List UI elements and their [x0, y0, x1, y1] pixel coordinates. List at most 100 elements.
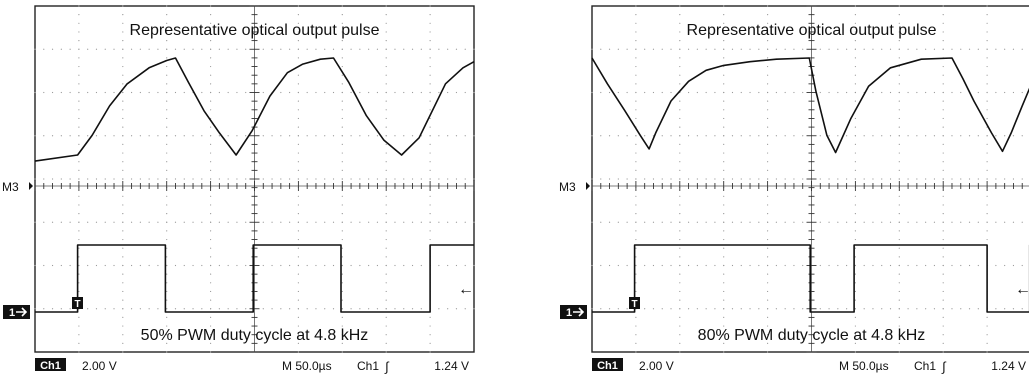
grid-dot	[898, 238, 900, 241]
grid-dot	[280, 91, 282, 94]
grid-dot	[854, 169, 856, 171]
grid-dot	[122, 282, 124, 284]
grid-dot	[775, 135, 777, 137]
grid-dot	[341, 264, 343, 267]
grid-dot	[385, 31, 387, 33]
grid-dot	[846, 221, 848, 223]
grid-dot	[986, 57, 988, 59]
grid-dot	[854, 57, 856, 59]
grid-dot	[767, 325, 769, 327]
graticule	[591, 5, 1029, 353]
grid-dot	[297, 316, 299, 318]
grid-dot	[679, 31, 681, 33]
grid-dot	[617, 48, 619, 50]
grid-dot	[723, 57, 725, 59]
grid-dot	[898, 57, 900, 59]
grid-dot	[447, 135, 449, 137]
grid-dot	[942, 65, 944, 68]
grid-dot	[236, 48, 238, 50]
grid-dot	[793, 135, 795, 137]
chart-subtitle: 80% PWM duty cycle at 4.8 kHz	[698, 327, 926, 344]
grid-dot	[297, 299, 299, 301]
grid-dot	[315, 264, 317, 267]
grid-dot	[696, 48, 698, 50]
grid-dot	[385, 14, 387, 16]
grid-dot	[218, 221, 220, 223]
grid-dot	[670, 178, 672, 180]
grid-dot	[846, 91, 848, 94]
grid-dot	[60, 91, 62, 94]
grid-dot	[723, 342, 725, 344]
grid-dot	[227, 91, 229, 94]
grid-dot	[898, 83, 900, 85]
grid-dot	[227, 308, 229, 310]
grid-dot	[385, 83, 387, 85]
grid-dot	[767, 290, 769, 293]
grid-dot	[687, 135, 690, 137]
grid-dot	[368, 178, 370, 180]
grid-dot	[714, 264, 716, 267]
math-channel-marker-icon	[29, 182, 33, 190]
grid-dot	[608, 264, 611, 267]
grid-dot	[723, 256, 725, 258]
grid-dot	[854, 74, 856, 76]
trigger-marker-box	[72, 297, 83, 309]
grid-dot	[148, 91, 150, 94]
trigger-slope-icon: ∫	[384, 359, 390, 374]
grid-dot	[723, 169, 725, 171]
grid-dot	[183, 178, 185, 180]
grid-dot	[767, 221, 769, 223]
grid-dot	[635, 48, 637, 50]
grid-dot	[925, 221, 927, 223]
grid-dot	[872, 48, 874, 50]
grid-dot	[767, 57, 769, 59]
grid-dot	[679, 152, 681, 154]
grid-dot	[385, 230, 387, 232]
grid-dot	[731, 135, 734, 137]
grid-dot	[968, 308, 971, 310]
grid-dot	[933, 264, 936, 267]
grid-dot	[245, 91, 247, 94]
grid-dot	[854, 238, 856, 241]
grid-dot	[104, 178, 106, 180]
grid-dot	[907, 135, 909, 137]
grid-dot	[635, 169, 637, 171]
grid-dot	[951, 221, 953, 223]
grid-dot	[69, 48, 71, 50]
grid-dot	[968, 178, 971, 180]
grid-dot	[723, 325, 725, 327]
grid-dot	[951, 135, 953, 137]
grid-dot	[942, 14, 944, 16]
grid-dot	[359, 178, 361, 180]
grid-dot	[679, 48, 681, 50]
grid-dot	[210, 213, 212, 215]
grid-dot	[802, 48, 804, 50]
grid-dot	[403, 91, 405, 94]
grid-dot	[942, 152, 944, 154]
grid-dot	[881, 135, 883, 137]
grid-dot	[749, 178, 751, 180]
grid-dot	[87, 135, 89, 137]
grid-dot	[280, 221, 282, 223]
grid-dot	[210, 325, 212, 327]
grid-dot	[122, 264, 124, 267]
grid-dot	[122, 221, 124, 223]
grid-dot	[767, 152, 769, 154]
grid-dot	[297, 74, 299, 76]
grid-dot	[898, 204, 900, 206]
grid-dot	[411, 308, 414, 310]
grid-dot	[986, 230, 988, 232]
grid-dot	[1012, 178, 1015, 180]
grid-dot	[262, 135, 264, 137]
grid-dot	[758, 48, 760, 50]
grid-dot	[731, 178, 734, 180]
grid-dot	[942, 342, 944, 344]
grid-dot	[635, 117, 637, 120]
grid-dot	[942, 195, 944, 197]
grid-dot	[723, 109, 725, 111]
grid-dot	[696, 91, 698, 94]
grid-dot	[78, 100, 80, 102]
grid-dot	[464, 264, 466, 267]
grid-dot	[78, 83, 80, 85]
grid-dot	[854, 282, 856, 284]
